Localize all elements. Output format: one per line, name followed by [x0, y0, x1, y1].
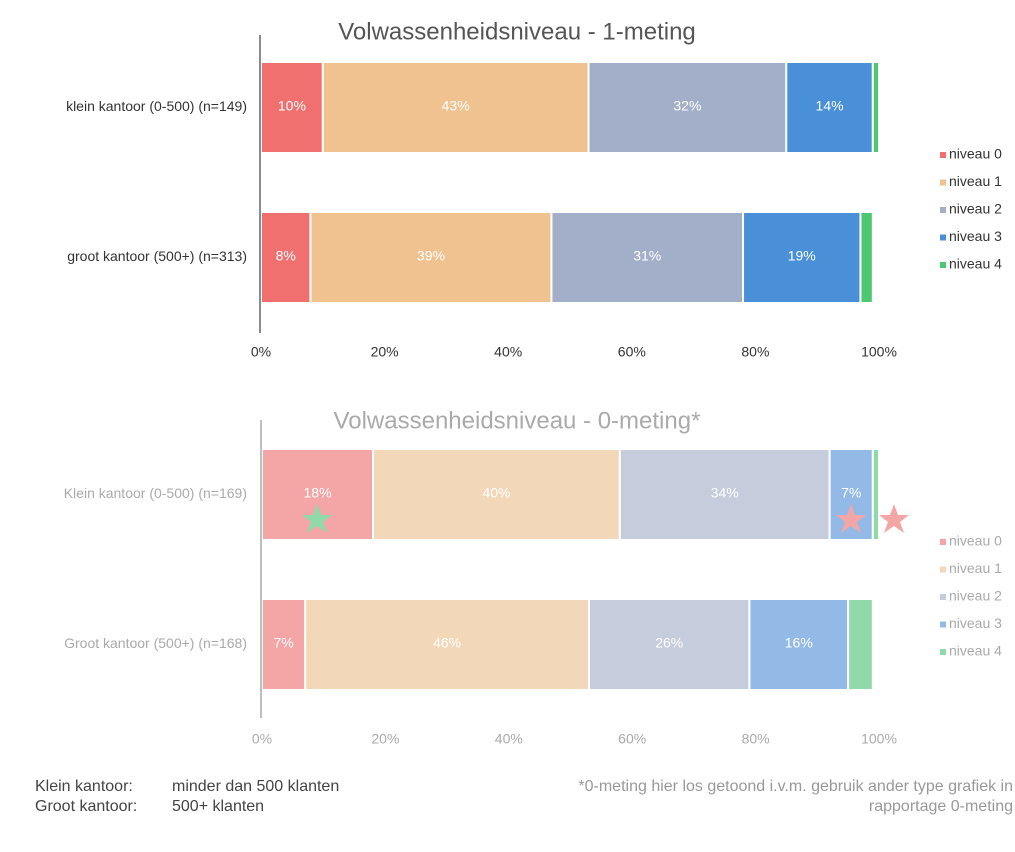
bar-segment [309, 211, 553, 304]
chart-title: Volwassenheidsniveau - 1-meting [338, 18, 696, 45]
data-label: 19% [788, 248, 816, 264]
footer-note: *0-meting hier los getoond i.v.m. gebrui… [578, 778, 1013, 795]
legend-swatch [940, 207, 946, 213]
data-label: 8% [276, 248, 296, 264]
legend-label: niveau 2 [949, 588, 1002, 604]
bar-segment [742, 211, 862, 304]
bar-segment [618, 448, 831, 541]
legend-label: niveau 2 [949, 201, 1002, 217]
x-tick-label: 20% [371, 344, 399, 360]
bar-segment [859, 211, 874, 304]
data-label: 10% [278, 98, 306, 114]
x-tick-label: 100% [861, 344, 897, 360]
legend-swatch [940, 262, 946, 268]
bar-segment [261, 598, 307, 691]
x-tick-label: 40% [494, 344, 522, 360]
x-tick-label: 60% [618, 344, 646, 360]
bar-segment [372, 448, 621, 541]
chart-title: Volwassenheidsniveau - 0-meting* [334, 407, 701, 434]
legend-label: niveau 3 [949, 615, 1002, 631]
bar-segment [260, 211, 312, 304]
legend-swatch [940, 179, 946, 186]
star [836, 504, 866, 533]
legend-label: niveau 1 [949, 173, 1002, 189]
data-label: 32% [673, 98, 701, 114]
footer-term: Groot kantoor: [35, 798, 137, 815]
star [879, 504, 909, 533]
chart-bottom: Volwassenheidsniveau - 0-meting* 0% 20% 40%… [64, 407, 1002, 746]
legend-swatch [940, 234, 946, 241]
bar-segment [588, 598, 751, 691]
bar-segment [550, 211, 745, 304]
data-label: 31% [633, 248, 661, 264]
data-label: 40% [482, 485, 510, 501]
x-tick-label: 0% [251, 344, 271, 360]
star [302, 504, 332, 533]
x-tick-label: 40% [495, 731, 523, 747]
legend-label: niveau 4 [949, 256, 1002, 272]
data-label: 46% [433, 635, 461, 651]
legend-swatch [940, 621, 946, 628]
x-tick-label: 20% [371, 731, 399, 747]
legend-label: niveau 0 [949, 146, 1002, 162]
footer-def: minder dan 500 klanten [172, 778, 339, 795]
bar-segment [587, 61, 788, 154]
bar-segment [304, 598, 591, 691]
bar-segment [871, 61, 881, 154]
data-label: 7% [841, 485, 861, 501]
legend-swatch [940, 594, 946, 600]
legend-swatch [940, 566, 946, 573]
data-label: 14% [816, 98, 844, 114]
data-label: 16% [785, 635, 813, 651]
x-tick-label: 80% [742, 731, 770, 747]
stars [302, 504, 909, 533]
category-label: klein kantoor (0-500) (n=149) [66, 98, 247, 114]
legend-swatch [940, 152, 946, 158]
footer-term: Klein kantoor: [35, 778, 133, 795]
legend-label: niveau 0 [949, 533, 1002, 549]
footer-note: rapportage 0-meting [869, 798, 1013, 815]
x-tick-label: 100% [861, 731, 897, 747]
x-tick-label: 0% [252, 731, 272, 747]
data-label: 34% [711, 485, 739, 501]
legend-swatch [940, 649, 946, 655]
x-tick-label: 60% [618, 731, 646, 747]
data-label: 7% [273, 635, 293, 651]
data-label: 43% [442, 98, 470, 114]
bar-segment [847, 598, 874, 691]
bar-segment [748, 598, 850, 691]
category-label: Klein kantoor (0-500) (n=169) [64, 485, 247, 501]
x-tick-label: 80% [741, 344, 769, 360]
data-label: 39% [417, 248, 445, 264]
chart-top: Volwassenheidsniveau - 1-meting 0% 20% 40% 6… [66, 18, 1002, 359]
footer-def: 500+ klanten [172, 798, 264, 815]
bar-segment [321, 61, 590, 154]
legend-swatch [940, 539, 946, 545]
bar-segment [871, 448, 881, 541]
legend-label: niveau 3 [949, 228, 1002, 244]
data-label: 18% [304, 485, 332, 501]
category-label: Groot kantoor (500+) (n=168) [64, 635, 247, 651]
category-label: groot kantoor (500+) (n=313) [67, 248, 247, 264]
data-label: 26% [655, 635, 683, 651]
legend-label: niveau 4 [949, 643, 1002, 659]
bar-segment [260, 61, 324, 154]
legend-label: niveau 1 [949, 560, 1002, 576]
footer: Klein kantoor: minder dan 500 klanten Gr… [35, 778, 1013, 815]
